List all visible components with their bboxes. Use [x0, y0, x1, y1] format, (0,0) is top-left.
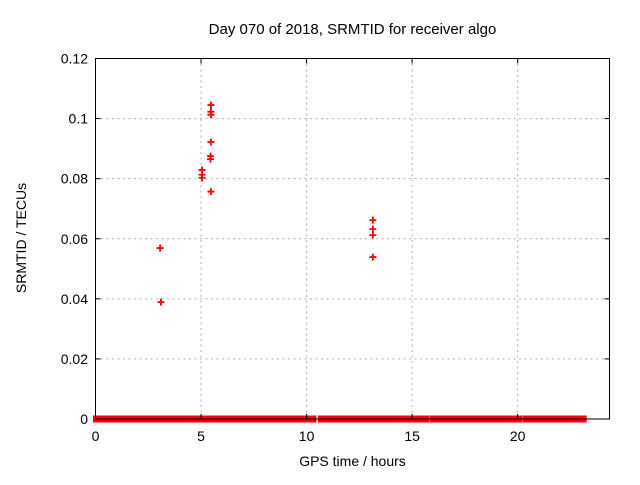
chart-title: Day 070 of 2018, SRMTID for receiver alg… [208, 21, 497, 38]
y-tick-label: 0.04 [61, 291, 88, 307]
y-tick-label: 0.02 [61, 351, 88, 367]
data-point [207, 111, 215, 119]
y-tick-label: 0 [80, 411, 88, 427]
y-axis-label: SRMTID / TECUs [13, 182, 29, 294]
y-tick-label: 0.06 [61, 231, 88, 247]
x-axis-label: GPS time / hours [299, 453, 406, 469]
y-tick-label: 0.1 [69, 111, 89, 127]
x-tick-label: 5 [197, 428, 205, 444]
y-tick-label: 0.08 [61, 171, 88, 187]
x-tick-label: 0 [92, 428, 100, 444]
data-point [198, 174, 206, 182]
data-point [157, 298, 165, 306]
data-point [207, 138, 215, 146]
data-point [369, 216, 377, 224]
x-tick-label: 20 [510, 428, 526, 444]
data-point [207, 101, 215, 109]
data-point [207, 155, 215, 163]
data-point [369, 225, 377, 233]
data-point [207, 188, 215, 196]
y-tick-label: 0.12 [61, 51, 88, 67]
data-point [156, 244, 164, 252]
x-tick-label: 10 [299, 428, 315, 444]
data-point [369, 231, 377, 239]
x-tick-label: 15 [404, 428, 420, 444]
data-point [369, 253, 377, 261]
